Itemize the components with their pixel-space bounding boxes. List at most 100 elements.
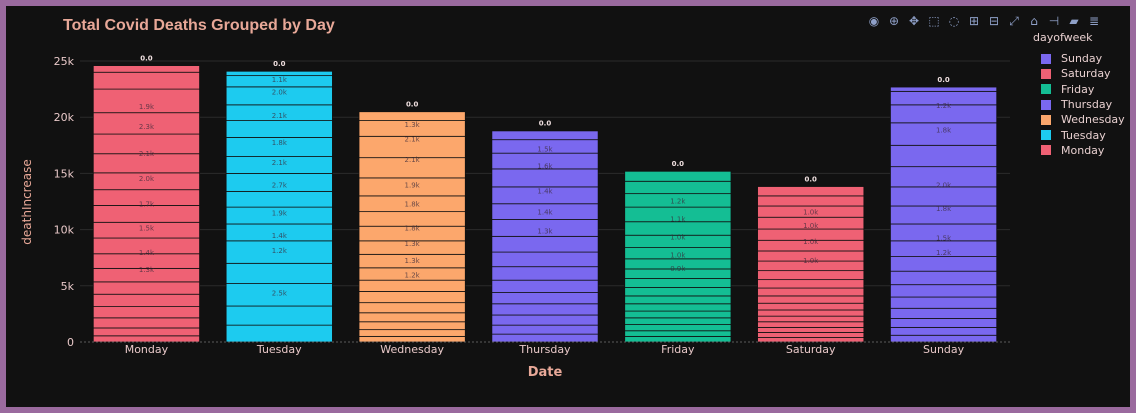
bar-segment: [890, 296, 998, 309]
legend-swatch: [1041, 130, 1051, 141]
legend-item-friday[interactable]: Friday: [1033, 82, 1125, 97]
legend-title: dayofweek: [1033, 31, 1093, 44]
bar-segment-label: 1.2k: [936, 102, 952, 110]
bar-segment: [491, 333, 599, 343]
zoom-in-icon[interactable]: ⊞: [968, 14, 980, 28]
bar-segment: [491, 324, 599, 335]
bar-segment: [92, 65, 200, 73]
bar-segment-label: 2.3k: [139, 123, 155, 131]
bar-segment-label: 1.1k: [670, 215, 686, 223]
bar-segment: [757, 185, 865, 197]
bar-segment-label: 2.1k: [405, 136, 421, 144]
bar-segment-label: 0.9k: [670, 265, 686, 273]
bar-segment-label: 2.0k: [139, 175, 155, 183]
bar-segment-label: 2.0k: [936, 182, 952, 190]
bar-segment-label: 1.2k: [405, 272, 421, 280]
legend-label: Saturday: [1061, 67, 1111, 81]
bar-segment: [890, 326, 998, 336]
bar-segment-label: 2.1k: [139, 150, 155, 158]
legend-item-saturday[interactable]: Saturday: [1033, 66, 1125, 81]
legend-item-thursday[interactable]: Thursday: [1033, 97, 1125, 112]
bar-segment: [225, 70, 333, 77]
bar-segment-label: 1.8k: [272, 139, 288, 147]
chart-title: Total Covid Deaths Grouped by Day: [63, 17, 335, 34]
bar-segment-label: 1.3k: [139, 266, 155, 274]
spike-lines-icon[interactable]: ⊣: [1048, 14, 1060, 28]
legend-swatch: [1041, 68, 1051, 79]
legend-item-monday[interactable]: Monday: [1033, 143, 1125, 158]
bar-segment: [757, 315, 865, 323]
legend-item-wednesday[interactable]: Wednesday: [1033, 112, 1125, 127]
bar-segment: [225, 120, 333, 138]
autoscale-icon[interactable]: ⤢: [1009, 13, 1019, 28]
bar-segment-label: 1.0k: [803, 209, 819, 217]
bar-segment: [624, 324, 732, 332]
bar-segment: [92, 335, 200, 343]
bar-segment-label: 1.2k: [936, 249, 952, 257]
bar-segment: [225, 262, 333, 284]
plot-area: 0 5k 10k 15k 20k 25k 0.0 1.9k 2.3k 2.1k 2.0k 1.7k 1.…: [20, 54, 1010, 380]
bar-segment: [624, 335, 732, 343]
hover-compare-icon[interactable]: ≣: [1088, 14, 1100, 28]
bar-segment-label: 1.0k: [803, 238, 819, 246]
bar-segment: [491, 251, 599, 268]
bar-segment-label: 1.2k: [670, 197, 686, 205]
bar-segment: [757, 287, 865, 297]
bar-segment: [624, 330, 732, 337]
hover-closest-icon[interactable]: ▰: [1069, 14, 1079, 28]
bar-segment: [890, 317, 998, 328]
bar-segment: [92, 71, 200, 90]
bar-segment-label: 1.0k: [670, 251, 686, 259]
camera-icon[interactable]: ◉: [868, 14, 880, 28]
x-tick-label: Sunday: [923, 343, 965, 356]
bar-segment-label: 1.1k: [272, 76, 288, 84]
bar-segment: [624, 317, 732, 325]
box-select-icon[interactable]: ⬚: [928, 14, 940, 28]
bar-segment-label: 1.9k: [272, 210, 288, 218]
bar-segment: [890, 86, 998, 92]
legend-label: Tuesday: [1061, 128, 1106, 142]
bar-segment-label: 1.5k: [537, 146, 553, 154]
bar-segment: [491, 235, 599, 253]
bar-segment: [358, 321, 466, 331]
zoom-icon[interactable]: ⊕: [888, 14, 900, 28]
bar-segment: [757, 321, 865, 328]
y-tick-label: 5k: [61, 280, 75, 293]
bar-segment-label: 1.8k: [936, 205, 952, 213]
modebar: ◉ ⊕ ✥ ⬚ ◌ ⊞ ⊟ ⤢ ⌂ ⊣ ▰ ≣: [866, 12, 1102, 30]
bar-segment: [358, 291, 466, 304]
y-tick-label: 15k: [54, 167, 75, 180]
bar-segment: [757, 337, 865, 343]
bar-segment: [624, 180, 732, 195]
bar-segment: [225, 324, 333, 343]
bar-segment: [890, 186, 998, 207]
pan-icon[interactable]: ✥: [908, 14, 920, 28]
bar-segment-label: 2.5k: [272, 290, 288, 298]
bar-segment-label: 1.7k: [139, 201, 155, 209]
bar-segment-label: 1.8k: [405, 224, 421, 232]
x-tick-label: Saturday: [786, 343, 836, 356]
bar-segment-label: 1.0k: [803, 257, 819, 265]
zoom-out-icon[interactable]: ⊟: [988, 14, 1000, 28]
legend-item-tuesday[interactable]: Tuesday: [1033, 127, 1125, 142]
legend-items: Sunday Saturday Friday Thursday Wednesday Tue…: [1033, 51, 1125, 158]
bar-segment-label: 1.4k: [272, 232, 288, 240]
bar-segment: [757, 332, 865, 338]
bar-segment: [624, 303, 732, 312]
bar-segment: [624, 295, 732, 305]
bar-segment-label: 1.4k: [537, 187, 553, 195]
bar-total-label: 0.0: [273, 60, 286, 68]
bar-total-label: 0.0: [672, 160, 685, 168]
legend-item-sunday[interactable]: Sunday: [1033, 51, 1125, 66]
y-tick-label: 25k: [54, 55, 75, 68]
bar-segment-label: 1.8k: [405, 201, 421, 209]
legend-swatch: [1041, 145, 1051, 156]
lasso-select-icon[interactable]: ◌: [948, 14, 960, 28]
x-axis-title: Date: [528, 365, 563, 380]
bar-segment-label: 1.0k: [803, 222, 819, 230]
bar-segment: [624, 287, 732, 297]
bar-segment: [491, 303, 599, 316]
home-icon[interactable]: ⌂: [1030, 14, 1038, 28]
bar-segment-label: 1.6k: [537, 163, 553, 171]
bar-total-label: 0.0: [805, 175, 818, 183]
